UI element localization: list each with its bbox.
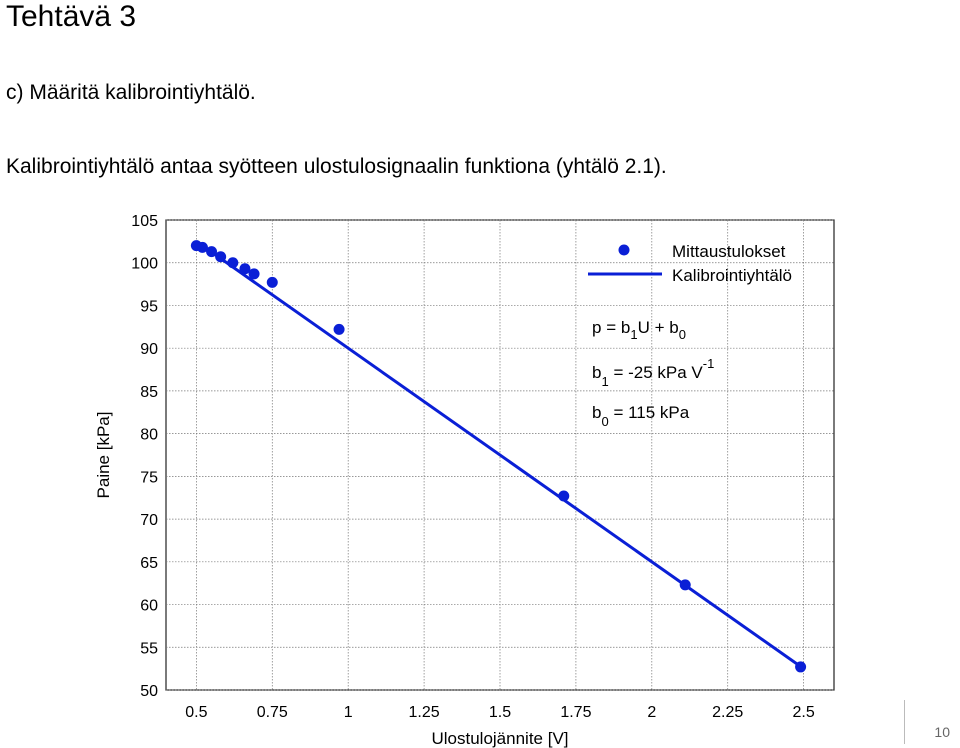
y-tick-label: 50 [140, 683, 158, 700]
x-tick-label: 2.25 [712, 704, 743, 721]
legend-marker-points [618, 244, 630, 256]
y-tick-label: 55 [140, 640, 158, 657]
legend-label-line: Kalibrointiyhtälö [672, 266, 792, 285]
y-tick-label: 105 [131, 213, 158, 230]
data-point [206, 246, 218, 258]
data-point [266, 276, 278, 288]
data-point [239, 263, 251, 275]
y-tick-label: 80 [140, 427, 158, 444]
page-number: 10 [934, 724, 950, 740]
slide-title: Tehtävä 3 [6, 0, 137, 33]
x-axis-label: Ulostulojännite [V] [431, 729, 568, 748]
slide-subtitle: c) Määritä kalibrointiyhtälö. [6, 81, 256, 104]
data-point [333, 323, 345, 335]
measurement-points-series [190, 240, 807, 673]
data-point [215, 251, 227, 263]
calibration-line [195, 240, 802, 668]
y-tick-label: 95 [140, 298, 158, 315]
x-tick-label: 1.75 [560, 704, 591, 721]
x-tick-label: 0.75 [257, 704, 288, 721]
y-axis-label: Paine [kPa] [94, 412, 113, 499]
y-tick-label: 70 [140, 512, 158, 529]
data-point [196, 241, 208, 253]
legend-label-points: Mittaustulokset [672, 242, 786, 261]
data-point [679, 579, 691, 591]
data-point [795, 661, 807, 673]
data-point [558, 490, 570, 502]
x-tick-label: 1.5 [489, 704, 511, 721]
y-tick-label: 65 [140, 555, 158, 572]
data-point [227, 257, 239, 269]
y-tick-label: 85 [140, 384, 158, 401]
x-tick-label: 2.5 [793, 704, 815, 721]
y-tick-label: 60 [140, 598, 158, 615]
page-separator [904, 700, 960, 744]
x-tick-label: 1.25 [409, 704, 440, 721]
b1-annotation: b1 = -25 kPa V-1 [592, 356, 714, 389]
x-tick-labels: 0.5 0.75 1 1.25 1.5 1.75 2 2.25 2.5 [185, 704, 815, 721]
equation-annotation: p = b1U + b0 [592, 318, 686, 342]
b0-annotation: b0 = 115 kPa [592, 403, 690, 429]
y-tick-label: 100 [131, 256, 158, 273]
y-tick-labels: 50 55 60 65 70 75 80 85 90 95 100 105 [131, 213, 158, 700]
x-tick-label: 1 [344, 704, 353, 721]
x-tick-label: 2 [647, 704, 656, 721]
slide-text: Kalibrointiyhtälö antaa syötteen ulostul… [6, 155, 667, 178]
legend: Mittaustulokset Kalibrointiyhtälö [588, 242, 792, 285]
x-tick-label: 0.5 [185, 704, 207, 721]
data-point [248, 268, 260, 280]
y-tick-label: 90 [140, 341, 158, 358]
y-tick-label: 75 [140, 469, 158, 486]
calibration-line-series [195, 240, 802, 668]
